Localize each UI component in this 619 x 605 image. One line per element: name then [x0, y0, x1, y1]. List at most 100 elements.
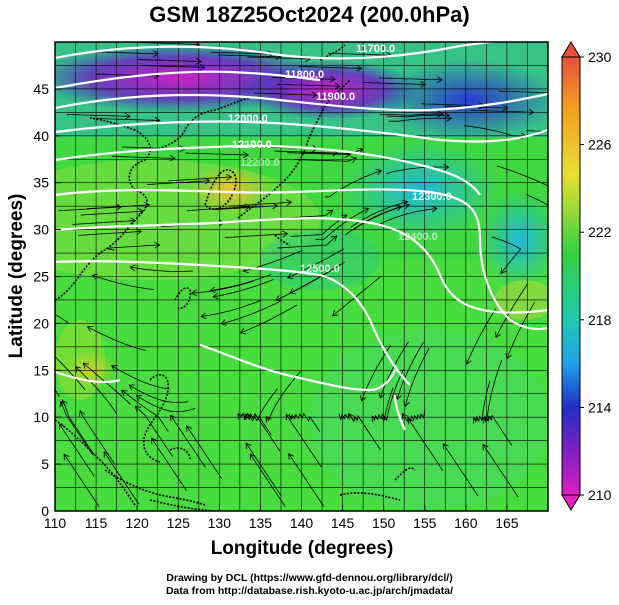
colorbar-tick-label: 210 [588, 487, 612, 503]
streamline [224, 233, 288, 238]
streamline-arrow [338, 413, 346, 421]
streamline [217, 54, 282, 58]
streamline-arrow [136, 228, 143, 236]
streamline-arrow [285, 199, 293, 206]
streamline [315, 208, 369, 241]
colorbar-bottom-arrow [561, 494, 581, 511]
streamline [386, 114, 450, 118]
streamline [289, 261, 345, 294]
streamline-arrow [82, 362, 89, 369]
streamline [287, 248, 344, 279]
streamline-arrow [237, 413, 244, 420]
streamline-arrow [78, 409, 86, 417]
x-tick-label: 160 [454, 515, 478, 531]
streamline [298, 66, 362, 69]
streamline [328, 52, 392, 56]
streamline-arrow [495, 331, 502, 339]
contour-label-12300: 12300.0 [412, 191, 452, 203]
credits: Drawing by DCL (https://www.gfd-dennou.o… [0, 572, 619, 598]
streamline [66, 114, 131, 117]
streamline-arrow [378, 392, 385, 399]
x-tick-label: 120 [125, 515, 149, 531]
streamline [75, 366, 118, 415]
streamline-arrow [212, 292, 219, 300]
streamline [187, 206, 251, 211]
streamline-arrow [420, 80, 427, 88]
streamline [103, 451, 140, 505]
streamline-arrow [472, 417, 479, 424]
y-tick-label: 5 [41, 456, 49, 472]
streamline-arrow [86, 326, 94, 332]
streamline [105, 244, 160, 251]
streamline [210, 51, 274, 55]
streamline [376, 208, 437, 226]
streamline-arrow [74, 366, 82, 373]
streamline-arrow [395, 393, 402, 401]
streamline [277, 235, 337, 249]
streamline [82, 362, 131, 405]
streamline-arrow [446, 115, 453, 122]
contour-label-11800: 11800.0 [285, 69, 324, 81]
x-tick-label: 125 [167, 515, 191, 531]
streamline-arrow [289, 287, 296, 294]
streamline-arrow [334, 82, 341, 90]
streamline-arrow [204, 177, 211, 185]
y-tick-label: 30 [33, 222, 49, 238]
streamline [379, 113, 443, 116]
streamline-arrow [282, 230, 289, 238]
streamline-arrow [63, 453, 70, 461]
streamline-arrow [500, 267, 507, 275]
contour-label-12100: 12100.0 [232, 139, 272, 151]
streamline [221, 301, 281, 325]
colorbar-top-arrow [561, 41, 581, 58]
streamline [379, 341, 409, 399]
x-tick-label: 155 [413, 515, 437, 531]
streamline [210, 274, 272, 291]
contour-labels: 11700.0 11800.0 11900.0 12000.0 12100.0 … [228, 43, 452, 275]
x-tick-label: 135 [249, 515, 273, 531]
x-tick-label: 110 [44, 515, 67, 531]
streamline [371, 387, 394, 422]
streamline-arrow [329, 75, 336, 83]
streamline-arrow [330, 235, 338, 242]
streamline [491, 236, 522, 274]
streamline-arrow [265, 415, 272, 423]
streamline-arrow [111, 365, 118, 372]
y-tick-label: 0 [41, 503, 49, 519]
streamline-arrow [220, 319, 227, 326]
streamline-arrow [584, 130, 589, 136]
streamline-arrow [362, 207, 370, 214]
streamline-arrow [186, 425, 193, 432]
streamline [352, 204, 410, 231]
streamline [168, 176, 232, 182]
streamline [60, 401, 94, 456]
y-tick-label: 25 [33, 269, 49, 285]
streamline [288, 453, 325, 507]
streamline [136, 395, 196, 413]
streamline [121, 389, 169, 432]
streamline-arrow [121, 389, 128, 396]
streamline-arrow [199, 63, 206, 71]
streamline-arrow [484, 415, 491, 422]
colorbar-tick-label: 218 [588, 312, 612, 328]
streamline-arrow [134, 405, 142, 413]
streamline-arrow [226, 173, 233, 181]
colorbar-tick-label: 230 [588, 49, 612, 65]
streamline [525, 194, 548, 206]
streamline [324, 170, 382, 198]
streamline-arrow [465, 358, 472, 366]
lat-lon-grid [55, 42, 548, 511]
streamline [526, 130, 548, 132]
streamline [253, 92, 317, 96]
streamline-arrow [169, 154, 176, 162]
streamline-arrow [58, 423, 65, 430]
streamline [185, 152, 249, 156]
streamline [86, 204, 150, 210]
streamline-arrow [350, 156, 358, 163]
streamline [383, 369, 404, 422]
chart-title: GSM 18Z25Oct2024 (200.0hPa) [149, 2, 470, 27]
streamline [405, 348, 430, 407]
map-figure: 11700.0 11800.0 11900.0 12000.0 12100.0 … [6, 41, 612, 559]
streamline [362, 82, 426, 85]
streamline [293, 157, 357, 162]
